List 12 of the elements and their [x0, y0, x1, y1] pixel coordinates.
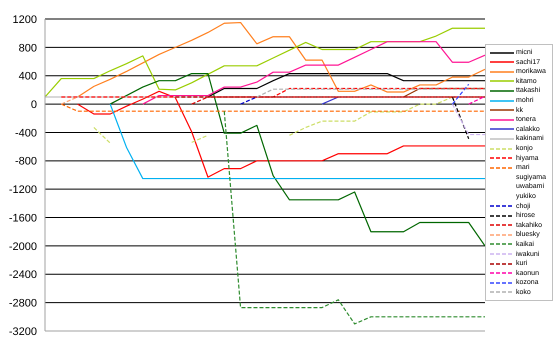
y-tick-label: 0: [30, 98, 37, 111]
y-tick-label: -1200: [8, 184, 37, 196]
y-tick-label: -2800: [8, 298, 37, 310]
y-tick-label: 1200: [12, 14, 37, 26]
y-tick-label: 800: [18, 42, 37, 54]
y-tick-label: -3200: [8, 326, 37, 338]
y-tick-label: -400: [14, 127, 37, 140]
y-tick-label: -800: [14, 156, 37, 168]
y-tick-label: 400: [18, 70, 37, 83]
y-tick-label: -2000: [8, 240, 37, 253]
y-tick-label: -1600: [8, 212, 37, 224]
y-tick-label: -2400: [8, 269, 37, 282]
